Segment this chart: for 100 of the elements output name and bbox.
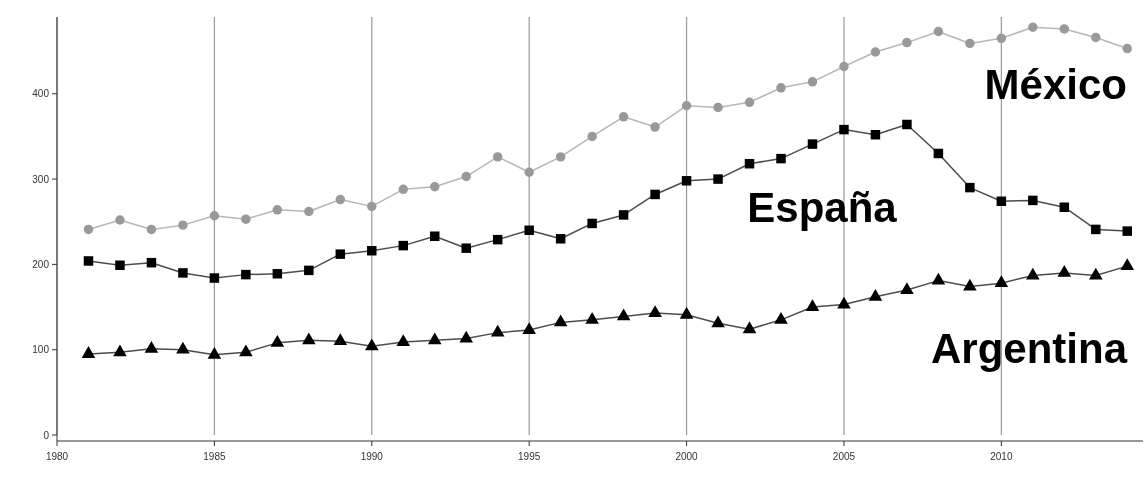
point (902, 37, 912, 48)
point (776, 153, 786, 164)
point (776, 83, 786, 93)
point (178, 268, 188, 278)
point (870, 47, 881, 57)
point (931, 272, 946, 285)
point (744, 97, 755, 108)
point (83, 224, 94, 235)
series-label: España (747, 184, 898, 231)
point (870, 129, 881, 140)
point (239, 344, 253, 357)
point (1028, 195, 1038, 206)
point (367, 201, 377, 212)
point (744, 158, 755, 169)
point (304, 265, 314, 276)
point (1088, 267, 1103, 280)
point (805, 299, 820, 311)
point (648, 305, 662, 317)
point (618, 210, 629, 220)
point (996, 33, 1007, 44)
point (207, 346, 222, 359)
point (333, 333, 348, 346)
y-tick-label: 100 (32, 344, 50, 356)
point (430, 231, 440, 241)
point (965, 38, 975, 49)
point (996, 196, 1007, 207)
point (176, 341, 190, 354)
point (618, 112, 629, 122)
point (994, 275, 1009, 288)
point (272, 205, 283, 215)
point (335, 194, 346, 205)
point (555, 152, 566, 162)
point (272, 269, 283, 279)
point (868, 288, 883, 301)
point (839, 124, 849, 135)
point (115, 260, 125, 270)
point (522, 322, 536, 334)
series-label: Argentina (930, 325, 1128, 372)
point (900, 282, 914, 294)
point (367, 246, 377, 256)
point (270, 335, 285, 347)
point (83, 256, 94, 266)
point (807, 139, 818, 149)
point (713, 174, 723, 184)
point (146, 224, 157, 235)
point (1122, 43, 1132, 54)
point (933, 26, 944, 37)
point (1059, 24, 1070, 34)
point (965, 182, 975, 193)
point (681, 176, 692, 186)
point (178, 220, 188, 230)
point (650, 122, 660, 132)
point (396, 334, 411, 346)
point (1120, 258, 1135, 271)
point (398, 184, 408, 195)
y-tick-label: 300 (32, 173, 50, 185)
point (902, 119, 912, 130)
point (209, 273, 220, 283)
point (1028, 22, 1038, 32)
point (1091, 224, 1101, 235)
x-tick-label: 2005 (832, 451, 856, 462)
point (430, 182, 440, 192)
point (1122, 226, 1132, 236)
point (461, 243, 471, 253)
point (681, 101, 692, 111)
y-tick-label: 200 (32, 258, 50, 270)
point (742, 321, 757, 334)
point (555, 234, 566, 244)
point (492, 152, 503, 162)
series-label: México (984, 61, 1127, 108)
x-tick-label: 1995 (518, 451, 541, 462)
point (144, 340, 159, 353)
point (146, 257, 157, 268)
point (807, 77, 818, 87)
point (524, 225, 534, 236)
point (459, 330, 474, 343)
point (81, 346, 96, 358)
x-tick-label: 2000 (675, 451, 699, 462)
y-tick-label: 400 (32, 88, 50, 100)
x-tick-label: 1990 (360, 451, 384, 462)
point (115, 215, 125, 225)
point (553, 314, 568, 327)
point (209, 211, 220, 221)
x-tick-label: 1985 (203, 451, 226, 462)
point (524, 167, 534, 177)
point (587, 218, 597, 229)
y-tick-label: 0 (43, 429, 50, 441)
point (837, 296, 851, 309)
point (241, 269, 251, 280)
point (774, 311, 788, 324)
point (1057, 265, 1072, 277)
point (963, 278, 977, 291)
point (1059, 202, 1070, 212)
point (241, 214, 251, 224)
point (616, 308, 631, 321)
point (1026, 267, 1040, 280)
point (364, 338, 379, 351)
point (587, 131, 597, 142)
point (713, 102, 723, 113)
point (1091, 32, 1101, 43)
